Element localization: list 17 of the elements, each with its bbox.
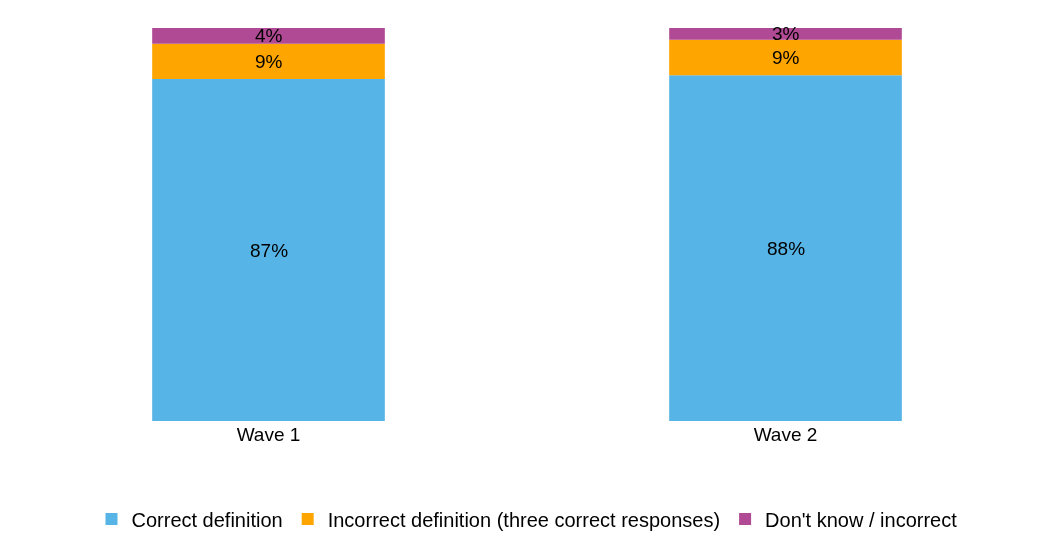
data-label: 88%	[767, 238, 806, 259]
bar	[669, 28, 902, 40]
data-label: 9%	[255, 51, 283, 72]
legend-label: Correct definition	[131, 508, 283, 531]
bar	[669, 75, 902, 421]
bar	[152, 79, 385, 421]
bar	[152, 28, 385, 44]
bar	[669, 39, 902, 76]
data-label: 3%	[772, 23, 800, 44]
legend-label: Incorrect definition (three correct responses)	[327, 508, 721, 531]
x-tick-label: Wave 2	[753, 424, 818, 445]
legend-label: Don't know / incorrect	[765, 508, 958, 531]
x-tick-label: Wave 1	[236, 424, 301, 445]
data-label: 4%	[255, 25, 283, 46]
bar	[152, 43, 385, 80]
data-label: 87%	[250, 240, 289, 261]
data-label: 9%	[772, 47, 800, 68]
